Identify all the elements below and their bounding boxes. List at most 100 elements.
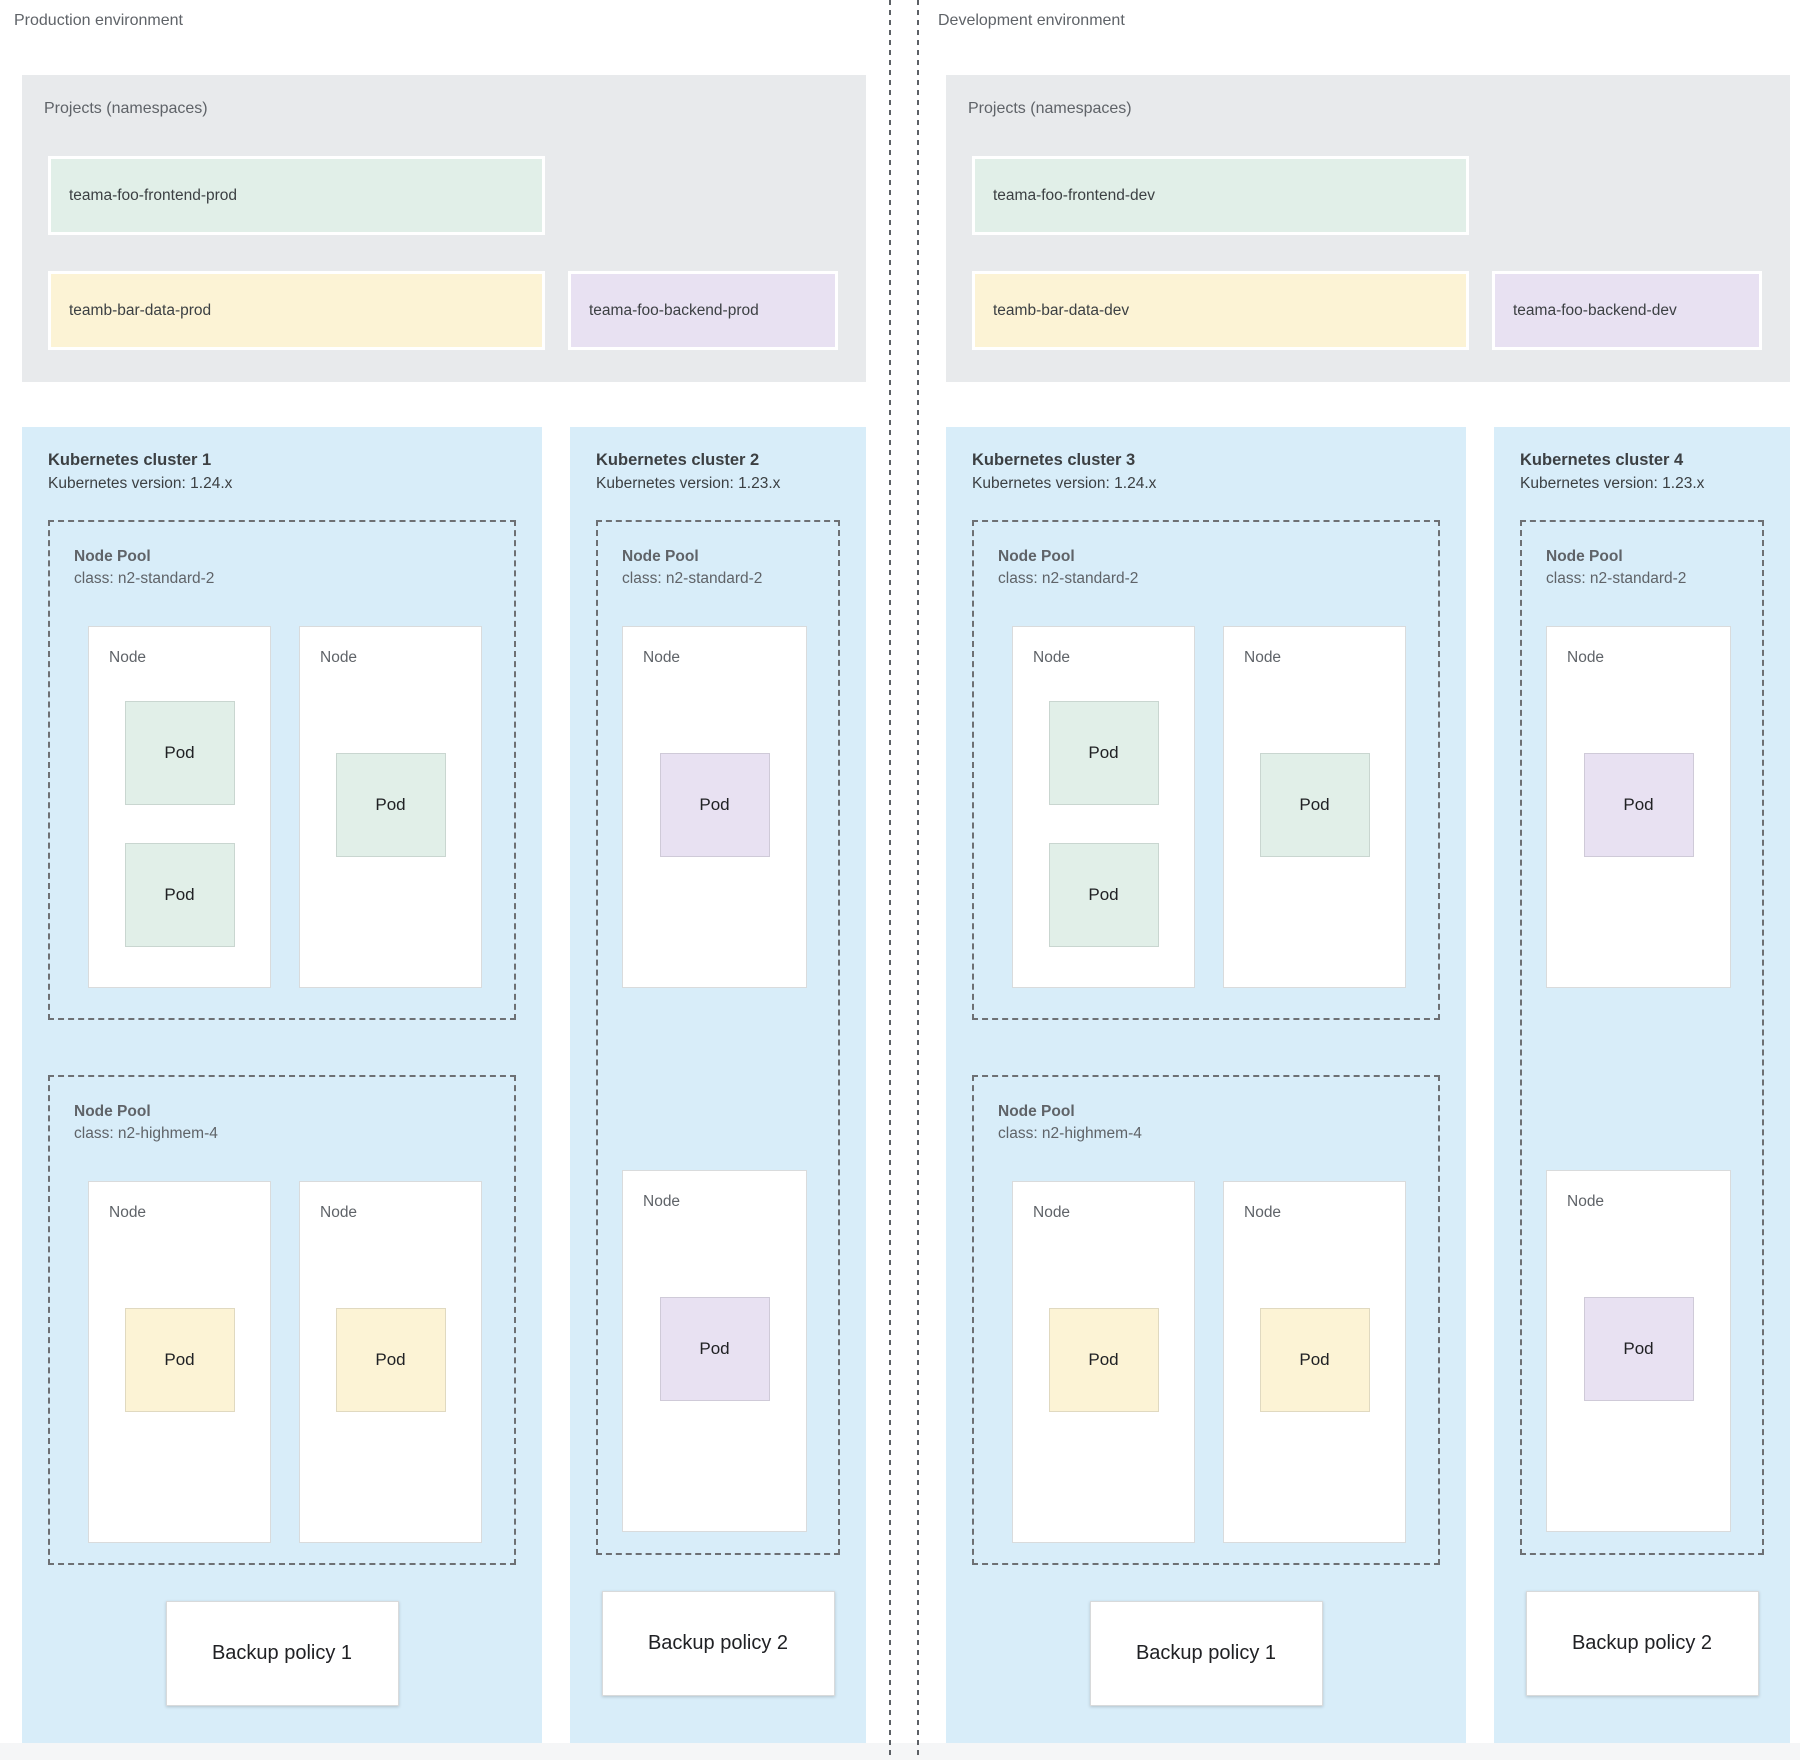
pod: Pod	[335, 1308, 446, 1412]
project-chip: teama-foo-backend-dev	[1492, 271, 1762, 350]
node: Node Pod	[622, 626, 807, 988]
node: Node Pod Pod	[88, 626, 271, 988]
node-pool-class: class: n2-highmem-4	[998, 1125, 1142, 1142]
node-label: Node	[320, 1204, 358, 1221]
node: Node Pod	[88, 1181, 271, 1543]
project-chip-label: teama-foo-backend-dev	[1513, 301, 1677, 319]
node-pool: Node Pool class: n2-standard-2 Node Pod Node…	[596, 520, 840, 1555]
node-label: Node	[1244, 1204, 1282, 1221]
node-pool-class: class: n2-highmem-4	[74, 1125, 218, 1142]
kubernetes-cluster: Kubernetes cluster 2 Kubernetes version: …	[570, 427, 866, 1745]
node-pool-label: Node Pool	[622, 548, 699, 565]
pod: Pod	[124, 843, 235, 947]
project-chip: teama-foo-frontend-dev	[972, 156, 1469, 235]
node: Node Pod	[1546, 1170, 1731, 1532]
node: Node Pod Pod	[1012, 626, 1195, 988]
node-label: Node	[109, 649, 147, 666]
environment-title: Production environment	[14, 12, 183, 29]
projects-panel-label: Projects (namespaces)	[968, 100, 1132, 117]
cluster-title: Kubernetes cluster 1	[48, 451, 212, 469]
project-chip-label: teamb-bar-data-prod	[69, 301, 212, 319]
node: Node Pod	[1223, 1181, 1406, 1543]
cluster-title: Kubernetes cluster 2	[596, 451, 760, 469]
node-label: Node	[1033, 649, 1071, 666]
cluster-title: Kubernetes cluster 4	[1520, 451, 1684, 469]
cluster-title: Kubernetes cluster 3	[972, 451, 1136, 469]
nodes-container: Node Pod Pod Node Pod	[998, 626, 1414, 988]
node-pool-label: Node Pool	[1546, 548, 1623, 565]
node-pool-label: Node Pool	[998, 548, 1075, 565]
clusters-row: Kubernetes cluster 1 Kubernetes version: …	[22, 427, 866, 1745]
project-chip: teamb-bar-data-prod	[48, 271, 545, 350]
node-label: Node	[1033, 1204, 1071, 1221]
pod: Pod	[124, 701, 235, 805]
nodes-container: Node Pod Node Pod	[1546, 626, 1738, 1532]
node-pool: Node Pool class: n2-highmem-4 Node Pod Node P…	[48, 1075, 516, 1565]
node-pool-class: class: n2-standard-2	[74, 570, 215, 587]
node-pool: Node Pool class: n2-standard-2 Node Pod Node…	[1520, 520, 1764, 1555]
node-pool: Node Pool class: n2-standard-2 Node Pod Pod N…	[972, 520, 1440, 1020]
pod: Pod	[659, 1297, 770, 1401]
environment-divider-line-right	[917, 0, 919, 1760]
node-pool: Node Pool class: n2-highmem-4 Node Pod Node P…	[972, 1075, 1440, 1565]
kubernetes-cluster: Kubernetes cluster 3 Kubernetes version: …	[946, 427, 1466, 1745]
node: Node Pod	[299, 626, 482, 988]
pod: Pod	[659, 753, 770, 857]
node: Node Pod	[1546, 626, 1731, 988]
backup-policy: Backup policy 1	[165, 1601, 399, 1706]
projects-panel: Projects (namespaces) teama-foo-frontend-…	[22, 75, 866, 382]
pod: Pod	[1048, 843, 1159, 947]
node: Node Pod	[1223, 626, 1406, 988]
bottom-strip	[0, 1743, 1800, 1760]
nodes-container: Node Pod Node Pod	[74, 1181, 490, 1543]
kubernetes-cluster: Kubernetes cluster 1 Kubernetes version: …	[22, 427, 542, 1745]
node-label: Node	[109, 1204, 147, 1221]
nodes-container: Node Pod Node Pod	[622, 626, 814, 1532]
pod: Pod	[124, 1308, 235, 1412]
project-chip-label: teama-foo-frontend-prod	[69, 186, 238, 204]
node-label: Node	[643, 1193, 681, 1210]
pod: Pod	[1583, 1297, 1694, 1401]
project-chip: teama-foo-frontend-prod	[48, 156, 545, 235]
node-pool-class: class: n2-standard-2	[622, 570, 763, 587]
clusters-row: Kubernetes cluster 3 Kubernetes version: …	[946, 427, 1790, 1745]
project-chip-label: teamb-bar-data-dev	[993, 301, 1130, 319]
node-pool-class: class: n2-standard-2	[1546, 570, 1687, 587]
projects-panel: Projects (namespaces) teama-foo-frontend-…	[946, 75, 1790, 382]
projects-panel-label: Projects (namespaces)	[44, 100, 208, 117]
environment-title: Development environment	[938, 12, 1125, 29]
pod: Pod	[1048, 1308, 1159, 1412]
node: Node Pod	[1012, 1181, 1195, 1543]
pod: Pod	[1259, 753, 1370, 857]
backup-policy: Backup policy 1	[1089, 1601, 1323, 1706]
node-pool: Node Pool class: n2-standard-2 Node Pod Pod N…	[48, 520, 516, 1020]
node-pool-label: Node Pool	[998, 1103, 1075, 1120]
node-pool-class: class: n2-standard-2	[998, 570, 1139, 587]
pod: Pod	[1259, 1308, 1370, 1412]
node-label: Node	[1244, 649, 1282, 666]
nodes-container: Node Pod Node Pod	[998, 1181, 1414, 1543]
backup-policy: Backup policy 2	[1525, 1591, 1759, 1696]
backup-policy: Backup policy 2	[601, 1591, 835, 1696]
cluster-version: Kubernetes version: 1.24.x	[48, 475, 233, 492]
pod: Pod	[1583, 753, 1694, 857]
pod: Pod	[1048, 701, 1159, 805]
pod: Pod	[335, 753, 446, 857]
node-label: Node	[320, 649, 358, 666]
node: Node Pod	[622, 1170, 807, 1532]
nodes-container: Node Pod Pod Node Pod	[74, 626, 490, 988]
project-chip-label: teama-foo-frontend-dev	[993, 186, 1155, 204]
node-label: Node	[643, 649, 681, 666]
project-chip: teama-foo-backend-prod	[568, 271, 838, 350]
node-pool-label: Node Pool	[74, 1103, 151, 1120]
node-label: Node	[1567, 649, 1605, 666]
cluster-version: Kubernetes version: 1.24.x	[972, 475, 1157, 492]
environment-divider-line-left	[889, 0, 891, 1760]
node-pool-label: Node Pool	[74, 548, 151, 565]
node: Node Pod	[299, 1181, 482, 1543]
project-chip-label: teama-foo-backend-prod	[589, 301, 759, 319]
cluster-version: Kubernetes version: 1.23.x	[1520, 475, 1705, 492]
node-label: Node	[1567, 1193, 1605, 1210]
cluster-version: Kubernetes version: 1.23.x	[596, 475, 781, 492]
